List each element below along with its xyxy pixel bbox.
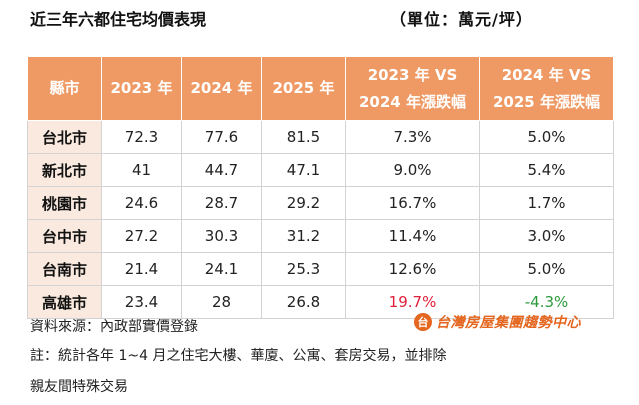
table-row: 新北市 41 44.7 47.1 9.0% 5.4% [27,153,614,187]
change-2023-2024-cell: 16.7% [345,186,480,220]
change-2023-2024-cell: 11.4% [345,219,480,253]
change-2023-2024-cell: 19.7% [345,285,480,319]
price-2025-cell: 25.3 [261,252,346,286]
header-2024: 2024 年 [181,56,262,121]
price-2024-cell: 44.7 [181,153,262,187]
price-2025-cell: 29.2 [261,186,346,220]
price-2023-cell: 27.2 [101,219,182,253]
table-row: 台中市 27.2 30.3 31.2 11.4% 3.0% [27,219,614,253]
header-city: 縣市 [27,56,102,121]
table-title: 近三年六都住宅均價表現 [30,10,207,29]
change-2024-2025-cell: 5.0% [479,252,614,286]
price-table: 縣市 2023 年 2024 年 2025 年 2023 年 VS 2024 年漲… [27,56,614,319]
header-2025: 2025 年 [261,56,346,121]
price-2023-cell: 23.4 [101,285,182,319]
header-change-2023-2024: 2023 年 VS 2024 年漲跌幅 [345,56,480,121]
city-cell: 高雄市 [27,285,102,319]
city-cell: 台北市 [27,120,102,154]
table-row: 桃園市 24.6 28.7 29.2 16.7% 1.7% [27,186,614,220]
change-2024-2025-cell: 5.4% [479,153,614,187]
brand-name: 台灣房屋集團趨勢中心 [436,315,581,331]
price-2025-cell: 31.2 [261,219,346,253]
change-2023-2024-cell: 9.0% [345,153,480,187]
house-logo-icon: 台 [414,313,432,331]
table-row: 高雄市 23.4 28 26.8 19.7% -4.3% [27,285,614,319]
city-cell: 台中市 [27,219,102,253]
unit-label: （單位：萬元/坪） [390,10,533,29]
price-2025-cell: 26.8 [261,285,346,319]
city-cell: 台南市 [27,252,102,286]
change-2024-2025-cell: 5.0% [479,120,614,154]
city-cell: 桃園市 [27,186,102,220]
header-change-2024-2025: 2024 年 VS 2025 年漲跌幅 [479,56,614,121]
price-2024-cell: 28 [181,285,262,319]
footnote-line-2: 親友間特殊交易 [30,379,128,395]
header-2023: 2023 年 [101,56,182,121]
price-2024-cell: 30.3 [181,219,262,253]
change-2023-2024-cell: 7.3% [345,120,480,154]
footnote-line-1: 註：統計各年 1~4 月之住宅大樓、華廈、公寓、套房交易，並排除 [30,348,447,364]
price-2024-cell: 28.7 [181,186,262,220]
city-cell: 新北市 [27,153,102,187]
price-2023-cell: 24.6 [101,186,182,220]
price-2025-cell: 47.1 [261,153,346,187]
change-2024-2025-cell: -4.3% [479,285,614,319]
header-row: 縣市 2023 年 2024 年 2025 年 2023 年 VS 2024 年漲… [27,56,614,121]
price-2024-cell: 24.1 [181,252,262,286]
price-2024-cell: 77.6 [181,120,262,154]
price-2023-cell: 21.4 [101,252,182,286]
price-2023-cell: 72.3 [101,120,182,154]
change-2024-2025-cell: 3.0% [479,219,614,253]
change-2023-2024-cell: 12.6% [345,252,480,286]
data-source: 資料來源：內政部實價登錄 [30,319,198,335]
change-2024-2025-cell: 1.7% [479,186,614,220]
table-row: 台北市 72.3 77.6 81.5 7.3% 5.0% [27,120,614,154]
price-2025-cell: 81.5 [261,120,346,154]
price-2023-cell: 41 [101,153,182,187]
brand-logo: 台 台灣房屋集團趨勢中心 [414,312,581,332]
table-row: 台南市 21.4 24.1 25.3 12.6% 5.0% [27,252,614,286]
